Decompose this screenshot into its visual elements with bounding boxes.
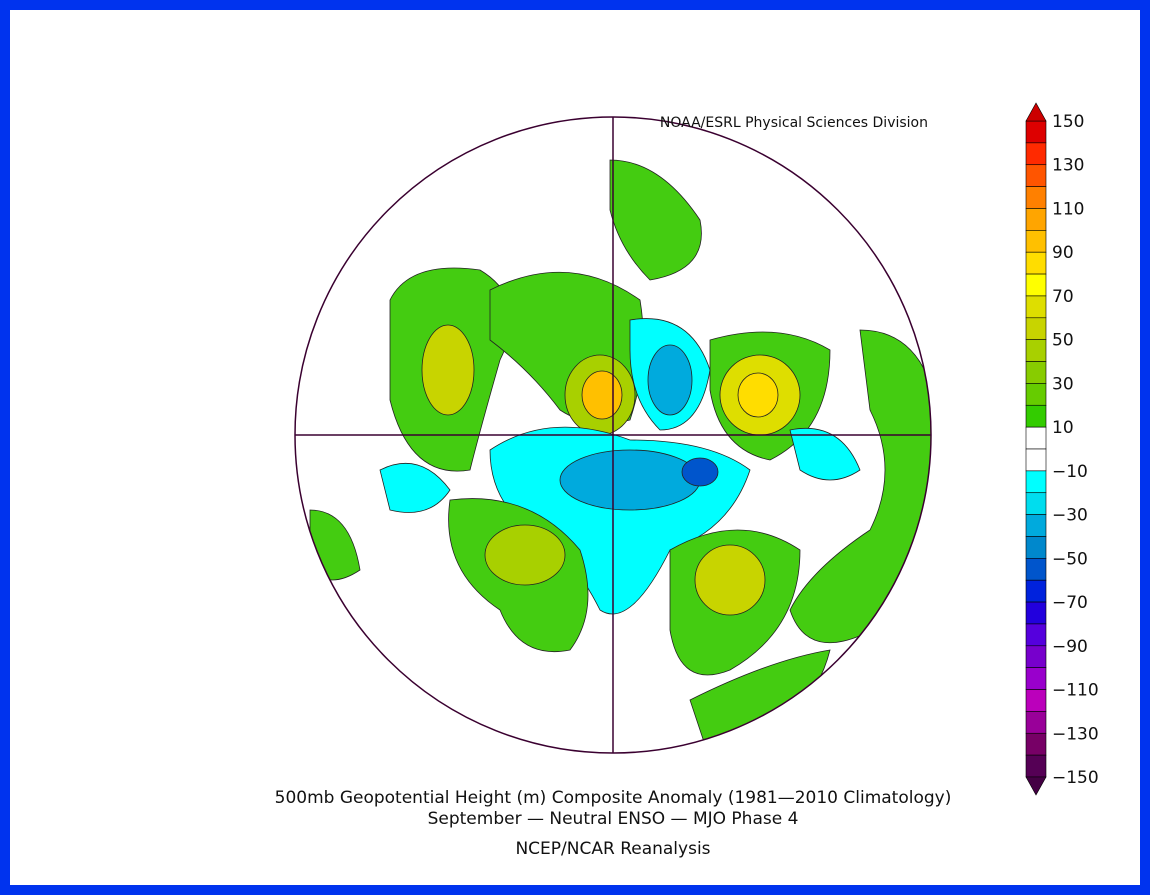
colorbar-swatch: [1025, 404, 1047, 428]
colorbar-label: −110: [1052, 681, 1099, 701]
colorbar-bottom-arrow: [1025, 776, 1047, 796]
colorbar-swatch: [1025, 558, 1047, 581]
colorbar-label: 50: [1052, 331, 1074, 351]
colorbar-swatch: [1025, 514, 1047, 537]
colorbar-label: 130: [1052, 156, 1084, 176]
colorbar-swatch: [1025, 623, 1047, 647]
title-line-2: September — Neutral ENSO — MJO Phase 4: [428, 809, 799, 829]
colorbar-swatch: [1025, 536, 1047, 559]
colorbar-label: −30: [1052, 506, 1088, 526]
colorbar-swatch: [1025, 689, 1047, 712]
map-figure: NOAA/ESRL Physical Sciences Division 500…: [275, 102, 1099, 859]
colorbar: 150 130 110 90 70 50 30 10 −10 −30 −50 −70 −90 −110 −1…: [1025, 102, 1099, 796]
colorbar-swatch: [1025, 383, 1047, 406]
source: NCEP/NCAR Reanalysis: [515, 839, 710, 859]
colorbar-label: 150: [1052, 112, 1084, 132]
colorbar-swatch: [1025, 339, 1047, 362]
colorbar-label: −10: [1052, 462, 1088, 482]
colorbar-label: 10: [1052, 418, 1074, 438]
colorbar-swatch: [1025, 142, 1047, 166]
colorbar-swatch: [1025, 295, 1047, 319]
colorbar-swatch: [1025, 754, 1047, 778]
colorbar-swatch: [1025, 448, 1047, 472]
colorbar-swatch: [1025, 645, 1047, 668]
colorbar-label: −90: [1052, 637, 1088, 657]
credit: NOAA/ESRL Physical Sciences Division: [660, 115, 928, 131]
colorbar-swatch: [1025, 732, 1047, 756]
colorbar-label: −50: [1052, 549, 1088, 569]
colorbar-swatch: [1025, 711, 1047, 734]
colorbar-swatch: [1025, 120, 1047, 144]
colorbar-swatch: [1025, 317, 1047, 340]
colorbar-swatch: [1025, 361, 1047, 384]
colorbar-swatch: [1025, 251, 1047, 275]
colorbar-swatch: [1025, 186, 1047, 209]
colorbar-swatch: [1025, 579, 1047, 603]
colorbar-swatch: [1025, 230, 1047, 253]
colorbar-swatch: [1025, 273, 1047, 297]
colorbar-swatch: [1025, 492, 1047, 515]
map: [295, 117, 931, 753]
colorbar-swatch: [1025, 208, 1047, 231]
colorbar-label: −70: [1052, 593, 1088, 613]
colorbar-label: 70: [1052, 287, 1074, 307]
title-line-1: 500mb Geopotential Height (m) Composite …: [275, 788, 952, 808]
colorbar-swatch: [1025, 426, 1047, 450]
colorbar-label: 110: [1052, 199, 1084, 219]
colorbar-label: 90: [1052, 243, 1074, 263]
colorbar-label: −130: [1052, 724, 1099, 744]
colorbar-top-arrow: [1025, 102, 1047, 122]
frame: NOAA/ESRL Physical Sciences Division 500…: [10, 10, 1140, 885]
map-border: [294, 116, 932, 754]
colorbar-swatch: [1025, 164, 1047, 187]
colorbar-swatch: [1025, 601, 1047, 625]
colorbar-label: −150: [1052, 768, 1099, 788]
colorbar-swatch: [1025, 470, 1047, 494]
colorbar-label: 30: [1052, 374, 1074, 394]
colorbar-swatch: [1025, 667, 1047, 690]
